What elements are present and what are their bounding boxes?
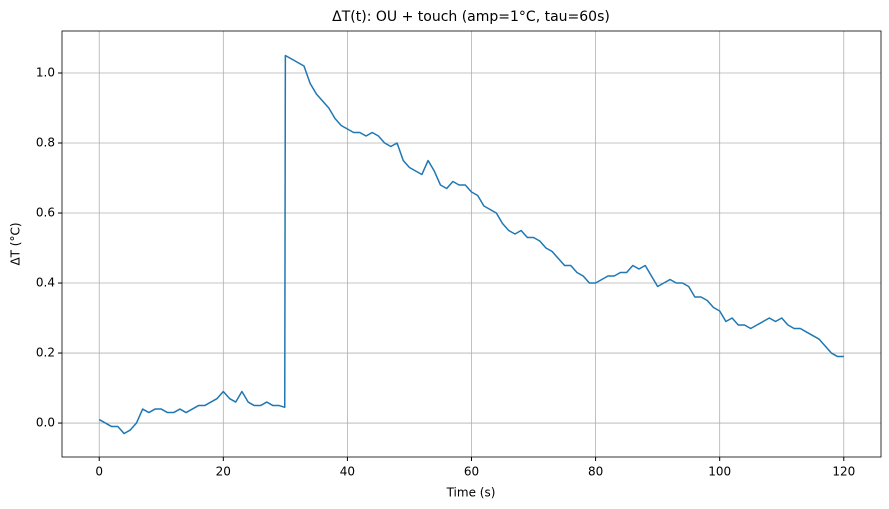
data-line: [98, 54, 844, 435]
x-tick-label: 80: [588, 465, 603, 479]
x-axis-label: Time (s): [446, 486, 496, 500]
x-tick-label: 0: [95, 465, 103, 479]
y-tick-label: 0.4: [36, 276, 55, 290]
chart-title: ΔT(t): OU + touch (amp=1°C, tau=60s): [332, 9, 610, 25]
x-tick-label: 100: [708, 465, 731, 479]
plot-frame: [61, 30, 882, 458]
x-tick-label: 20: [216, 465, 231, 479]
y-tick-label: 0.2: [36, 346, 55, 360]
x-tick-label: 120: [832, 465, 855, 479]
y-tick-label: 1.0: [36, 66, 55, 80]
x-tick-label: 40: [340, 465, 355, 479]
y-tick-label: 0.8: [36, 136, 55, 150]
x-tick-label: 60: [464, 465, 479, 479]
y-tick-label: 0.0: [36, 416, 55, 430]
y-tick-label: 0.6: [36, 206, 55, 220]
y-axis-label: ΔT (°C): [9, 222, 23, 265]
